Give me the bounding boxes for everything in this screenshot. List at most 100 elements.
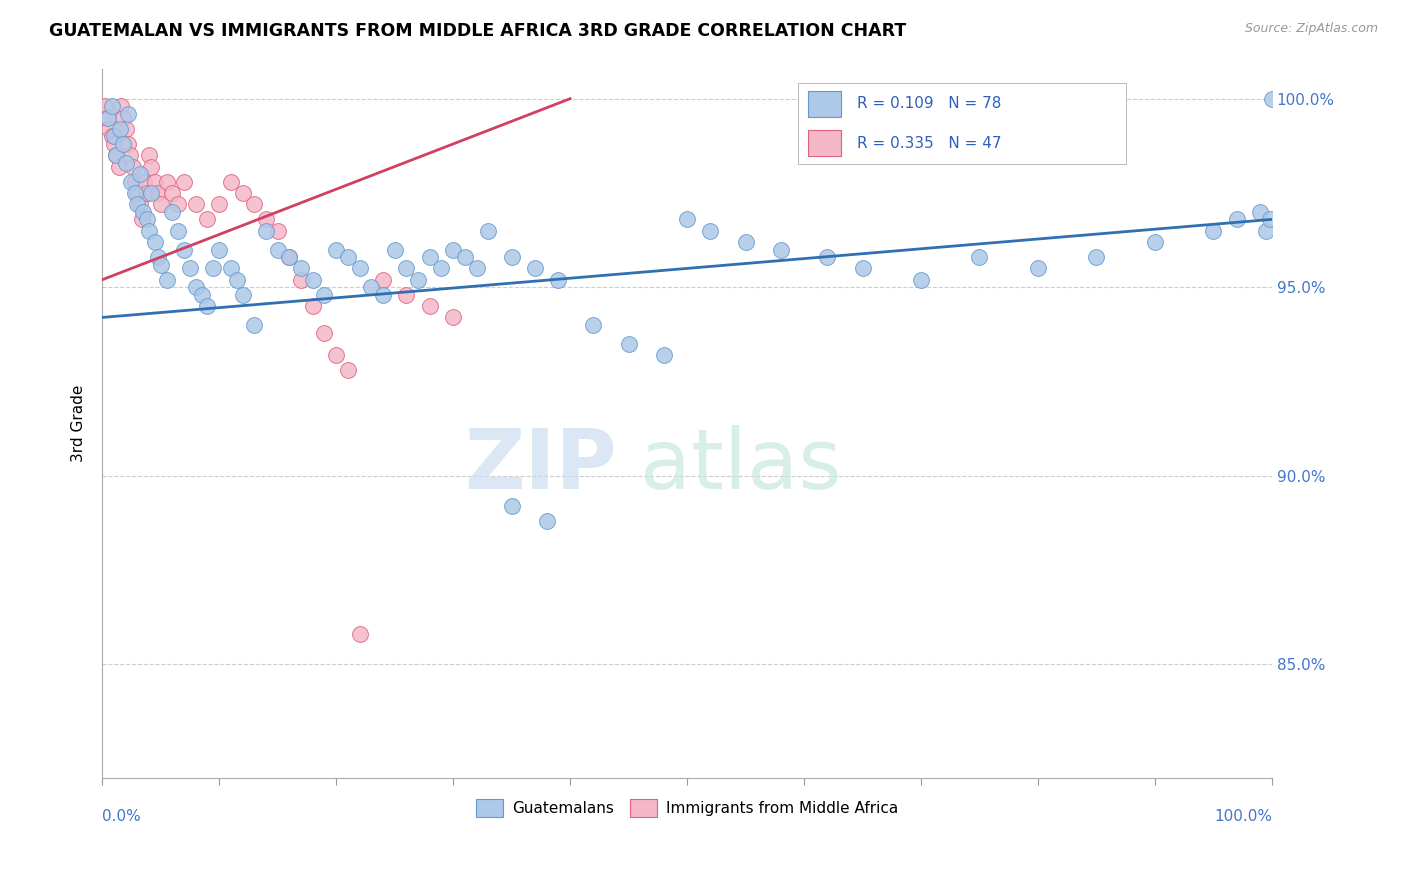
Point bbox=[143, 235, 166, 249]
Point bbox=[1202, 224, 1225, 238]
Point bbox=[1026, 261, 1049, 276]
Point bbox=[135, 186, 157, 200]
Point bbox=[266, 243, 288, 257]
Point bbox=[395, 261, 418, 276]
Point bbox=[1258, 212, 1281, 227]
Point bbox=[232, 186, 254, 200]
Point bbox=[290, 261, 312, 276]
Point bbox=[301, 299, 323, 313]
Point bbox=[173, 243, 195, 257]
Point bbox=[167, 224, 190, 238]
Point bbox=[127, 197, 149, 211]
Point bbox=[430, 261, 453, 276]
Point bbox=[124, 175, 146, 189]
Point bbox=[110, 99, 132, 113]
Point bbox=[243, 318, 266, 332]
Point bbox=[127, 186, 149, 200]
Point bbox=[108, 121, 131, 136]
Point bbox=[184, 280, 207, 294]
Point bbox=[314, 288, 336, 302]
Point bbox=[336, 250, 359, 264]
Point bbox=[190, 288, 212, 302]
Point bbox=[105, 148, 128, 162]
Point bbox=[1085, 250, 1108, 264]
Point bbox=[120, 148, 142, 162]
Point bbox=[501, 250, 523, 264]
Point bbox=[969, 250, 991, 264]
Text: 0.0%: 0.0% bbox=[103, 809, 141, 824]
Point bbox=[1143, 235, 1166, 249]
Point bbox=[851, 261, 873, 276]
Point bbox=[112, 136, 135, 151]
Point bbox=[112, 111, 135, 125]
Point bbox=[360, 280, 382, 294]
Point bbox=[336, 363, 359, 377]
Point bbox=[149, 197, 172, 211]
Point bbox=[103, 136, 125, 151]
Point bbox=[100, 129, 122, 144]
Point bbox=[114, 121, 136, 136]
Point bbox=[441, 243, 464, 257]
Point bbox=[501, 499, 523, 513]
Point bbox=[162, 204, 184, 219]
Point bbox=[254, 224, 277, 238]
Text: atlas: atlas bbox=[640, 425, 842, 506]
Point bbox=[105, 148, 128, 162]
Point bbox=[769, 243, 792, 257]
Point bbox=[582, 318, 605, 332]
Point bbox=[107, 160, 129, 174]
Point bbox=[148, 250, 170, 264]
Point bbox=[254, 212, 277, 227]
Point bbox=[406, 273, 429, 287]
Point bbox=[536, 514, 558, 528]
Point bbox=[167, 197, 190, 211]
Point bbox=[143, 175, 166, 189]
Point bbox=[138, 148, 160, 162]
Point bbox=[699, 224, 721, 238]
Point bbox=[96, 111, 118, 125]
Point bbox=[197, 299, 219, 313]
Point bbox=[617, 336, 640, 351]
Point bbox=[100, 99, 122, 113]
Y-axis label: 3rd Grade: 3rd Grade bbox=[72, 384, 86, 462]
Point bbox=[465, 261, 488, 276]
Point bbox=[325, 243, 347, 257]
Legend: Guatemalans, Immigrants from Middle Africa: Guatemalans, Immigrants from Middle Afri… bbox=[470, 793, 904, 823]
Point bbox=[419, 299, 441, 313]
Point bbox=[184, 197, 207, 211]
Point bbox=[197, 212, 219, 227]
Point bbox=[314, 326, 336, 340]
Point bbox=[290, 273, 312, 287]
Point bbox=[124, 186, 146, 200]
Point bbox=[149, 258, 172, 272]
Point bbox=[219, 261, 242, 276]
Point bbox=[148, 186, 170, 200]
Point bbox=[301, 273, 323, 287]
Point bbox=[202, 261, 225, 276]
Point bbox=[371, 273, 394, 287]
Text: ZIP: ZIP bbox=[464, 425, 617, 506]
Point bbox=[454, 250, 477, 264]
Point bbox=[278, 250, 301, 264]
Point bbox=[138, 224, 160, 238]
Point bbox=[371, 288, 394, 302]
Point bbox=[135, 212, 157, 227]
Point bbox=[128, 197, 150, 211]
Point bbox=[384, 243, 406, 257]
Point bbox=[179, 261, 201, 276]
Point bbox=[132, 204, 155, 219]
Point bbox=[117, 136, 139, 151]
Point bbox=[1254, 224, 1277, 238]
Point bbox=[97, 111, 120, 125]
Point bbox=[349, 627, 371, 641]
Point bbox=[1249, 204, 1271, 219]
Point bbox=[232, 288, 254, 302]
Point bbox=[155, 273, 177, 287]
Point bbox=[93, 99, 115, 113]
Point bbox=[1226, 212, 1249, 227]
Point bbox=[134, 175, 156, 189]
Point bbox=[141, 160, 163, 174]
Point bbox=[395, 288, 418, 302]
Text: GUATEMALAN VS IMMIGRANTS FROM MIDDLE AFRICA 3RD GRADE CORRELATION CHART: GUATEMALAN VS IMMIGRANTS FROM MIDDLE AFR… bbox=[49, 22, 907, 40]
Point bbox=[128, 167, 150, 181]
